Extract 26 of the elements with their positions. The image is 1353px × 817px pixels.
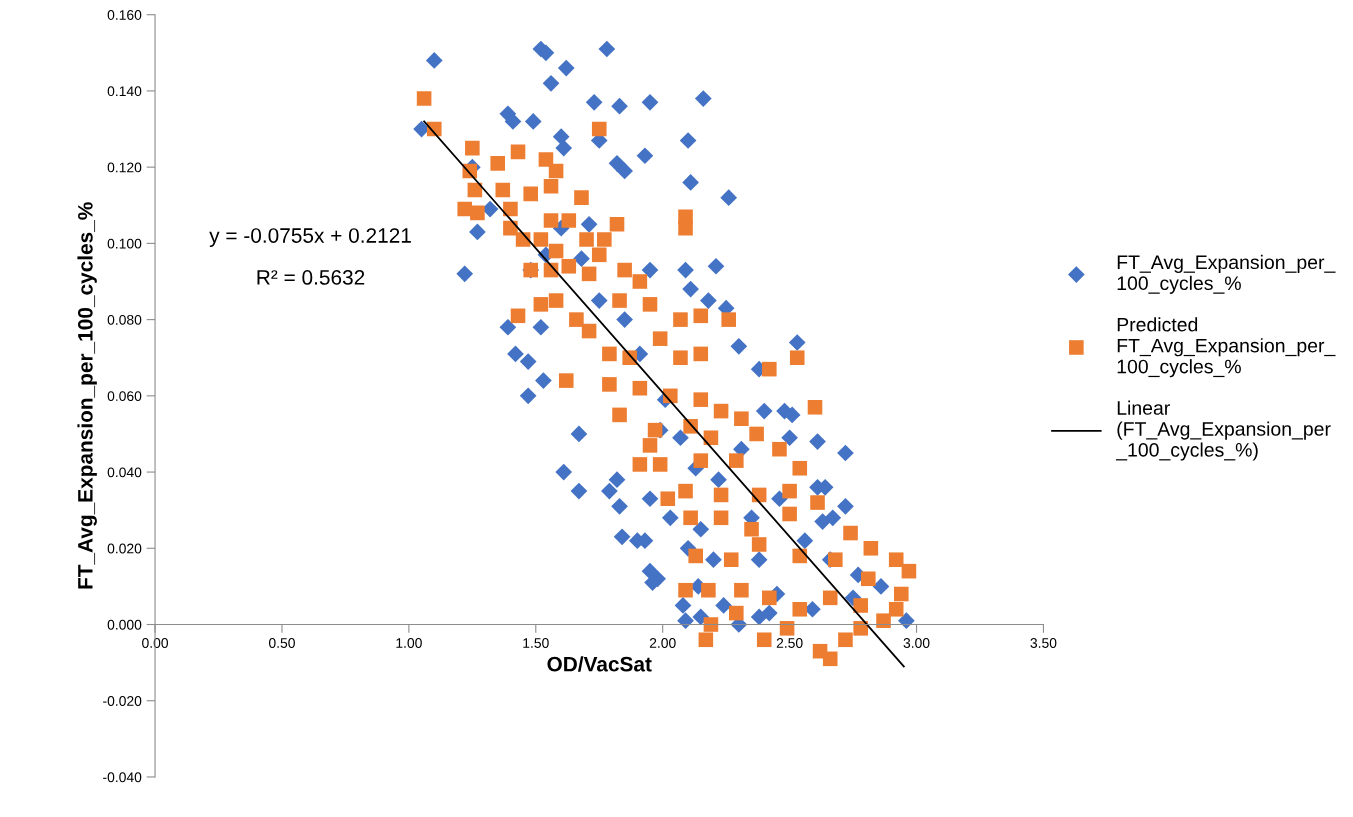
y-tick-label: -0.040 [103, 772, 142, 783]
y-tick-label: 0.060 [107, 391, 142, 402]
x-tick-label: 0.00 [142, 638, 169, 648]
x-axis-title: OD/VacSat [547, 656, 652, 672]
annotation: y = -0.0755x + 0.2121 [209, 228, 411, 247]
y-axis-title: FT_Avg_Expansion_per_100_cycles_% [77, 202, 97, 589]
x-tick-label: 2.50 [776, 638, 803, 648]
legend-label: Linear (FT_Avg_Expansion_per_100_cycles_%) [1115, 400, 1331, 461]
x-tick-label: 1.50 [523, 638, 549, 648]
y-tick-label: 0.160 [107, 10, 142, 20]
x-tick-label: 1.00 [396, 638, 422, 648]
y-tick-label: 0.100 [107, 238, 142, 249]
y-tick-label: 0.020 [107, 543, 142, 554]
y-tick-label: 0.040 [107, 467, 142, 478]
annotation: R² = 0.5632 [257, 270, 365, 285]
x-tick-label: 3.00 [903, 638, 930, 648]
y-tick-label: 0.140 [107, 86, 142, 97]
y-tick-label: 0.000 [107, 619, 142, 630]
legend-label: Predicted FT_Avg_Expansion_per_100_cycles_% [1117, 317, 1336, 378]
y-tick-label: 0.080 [107, 314, 142, 325]
y-tick-label: 0.120 [107, 162, 142, 173]
y-tick-label: -0.020 [103, 696, 142, 706]
x-tick-label: 3.50 [1030, 638, 1057, 648]
x-tick-label: 0.50 [268, 638, 295, 648]
legend-label: FT_Avg_Expansion_per_100_cycles_% [1117, 254, 1336, 294]
x-tick-label: 2.00 [649, 638, 676, 648]
